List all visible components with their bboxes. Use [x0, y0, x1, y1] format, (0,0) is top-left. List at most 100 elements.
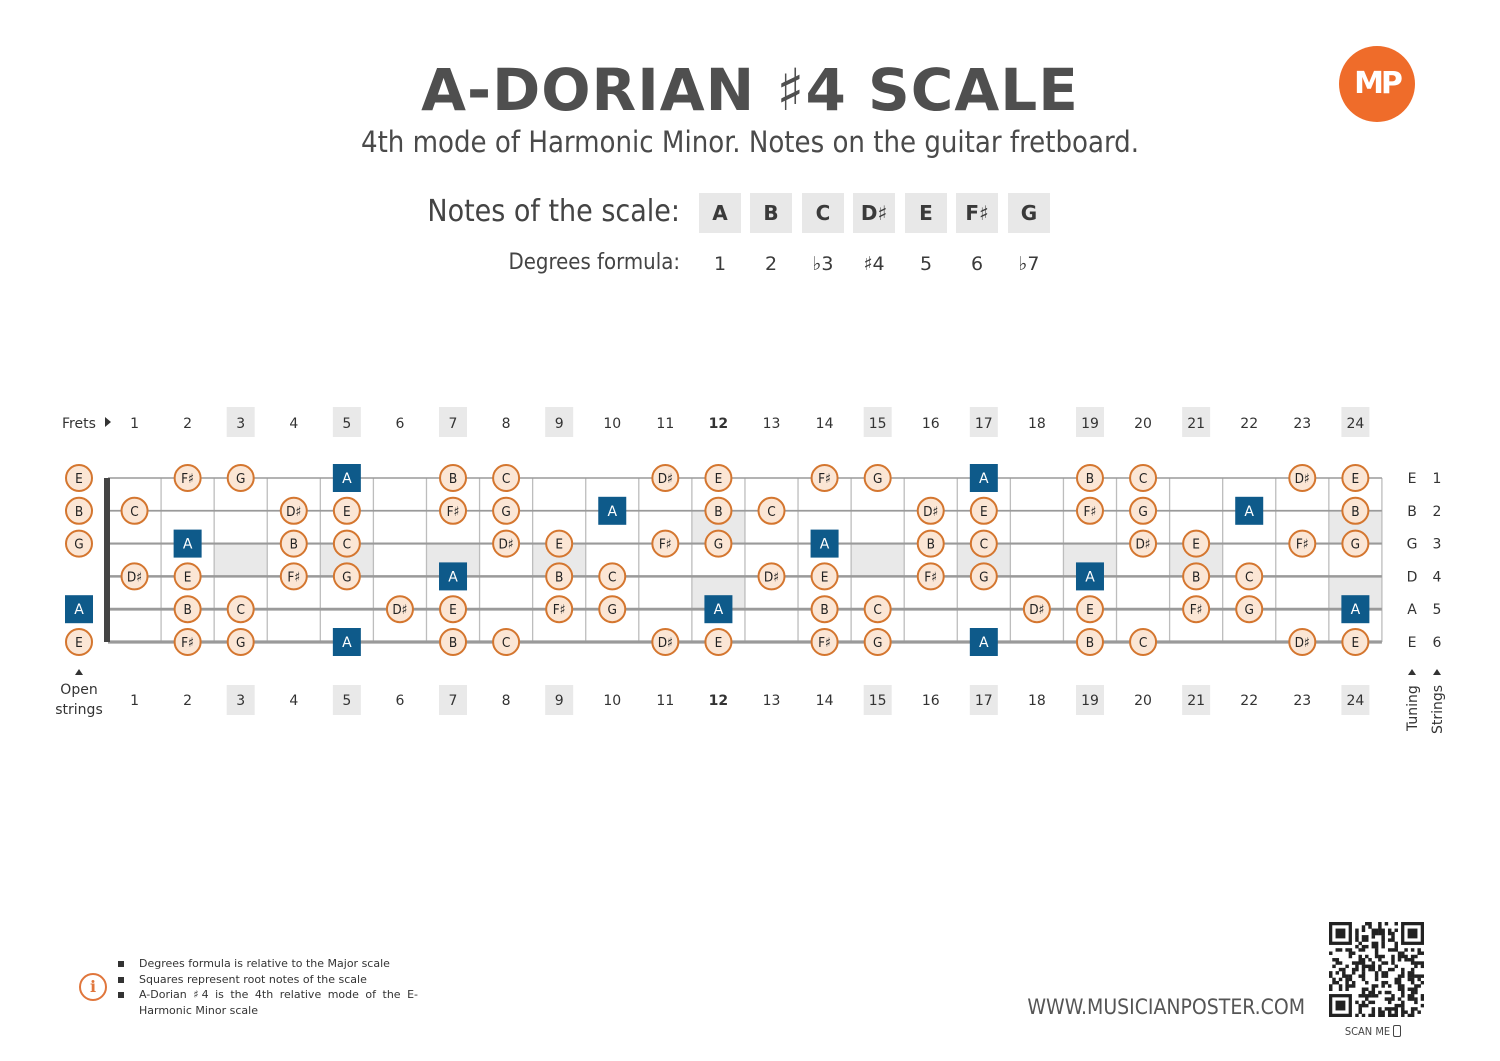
fret-number-bottom: 1: [130, 693, 139, 709]
scale-note-label: B: [183, 602, 191, 618]
fret-number-top: 20: [1134, 416, 1152, 432]
fret-number-bottom: 5: [342, 693, 351, 709]
arrow-up-icon: [1408, 669, 1416, 675]
scale-note-circle: [1129, 464, 1158, 492]
scale-note-label: G: [873, 635, 882, 651]
scale-note-circle: [65, 529, 93, 558]
scale-note-circle: [863, 464, 892, 492]
scale-note-circle: [439, 496, 468, 525]
arrow-right-icon: [105, 417, 111, 427]
scale-note-circle: [1022, 595, 1051, 624]
root-note-label: A: [1085, 569, 1095, 585]
guitar-fretboard-diagram: 1122334455667788991010111112121313141415…: [55, 407, 1446, 734]
arrow-up-icon: [1433, 669, 1441, 675]
scale-note-label: C: [1245, 569, 1253, 585]
scale-note-circle: [704, 464, 733, 492]
scale-note-label: C: [608, 569, 616, 585]
fret-number-top: 4: [289, 416, 298, 432]
scale-note-circle: [1075, 496, 1104, 525]
scale-note: D♯: [853, 193, 895, 233]
fret-number-top: 22: [1240, 416, 1258, 432]
scale-note-circle: [810, 562, 839, 591]
string-number: 5: [1433, 602, 1442, 618]
scale-note-circle: [492, 464, 521, 492]
page-title: A-DORIAN ♯4 SCALE: [421, 56, 1079, 124]
scale-note-label: B: [1086, 635, 1094, 651]
fret-number-bottom: 13: [763, 693, 781, 709]
scale-degree: 6: [970, 253, 984, 275]
scale-note-circle: [279, 562, 308, 591]
scale-note-circle: [598, 595, 627, 624]
root-note-square: [65, 595, 93, 624]
scale-note-label: C: [236, 602, 244, 618]
scale-note-circle: [385, 595, 414, 624]
fret-number-highlight: [545, 407, 574, 437]
scale-note-circle: [916, 562, 945, 591]
scale-note-label: G: [1138, 504, 1147, 520]
fret-number-highlight: [226, 685, 255, 715]
scale-note-label: G: [1245, 602, 1254, 618]
string-number: 1: [1433, 471, 1442, 487]
website-link[interactable]: WWW.MUSICIANPOSTER.COM: [1027, 995, 1305, 1019]
scale-note-label: F♯: [181, 635, 194, 651]
qr-code-icon[interactable]: [1329, 922, 1424, 1017]
scale-note-label: B: [927, 537, 935, 553]
tuning-note: A: [1407, 602, 1417, 618]
root-note-square: [332, 464, 361, 492]
strings-label: Strings: [1430, 685, 1446, 734]
string-number: 3: [1433, 537, 1442, 553]
scale-note-label: D♯: [1295, 635, 1310, 651]
scale-note-label: B: [449, 471, 457, 487]
scale-note-label: B: [449, 635, 457, 651]
scale-note-label: D♯: [1295, 471, 1310, 487]
scale-degree: 2: [764, 253, 778, 275]
scale-note-label: C: [767, 504, 775, 520]
footnote-item: A-Dorian ♯4 is the 4th relative mode of …: [118, 987, 418, 1018]
root-note-label: A: [979, 635, 989, 651]
root-note-square: [969, 464, 998, 492]
scale-note-circle: [1075, 628, 1104, 656]
scale-note: B: [750, 193, 792, 233]
fret-number-bottom: 15: [869, 693, 887, 709]
root-note-square: [598, 496, 627, 525]
scale-note-circle: [1075, 464, 1104, 492]
fret-inlay-shade: [214, 543, 268, 577]
root-note-label: A: [607, 504, 617, 520]
scale-note: F♯: [956, 193, 998, 233]
fret-number-bottom: 14: [816, 693, 834, 709]
scan-me-label: SCAN ME: [1318, 1024, 1428, 1040]
tuning-label: Tuning: [1405, 685, 1421, 732]
scale-note-circle: [651, 628, 680, 656]
fret-number-top: 10: [603, 416, 621, 432]
scale-note-circle: [332, 562, 361, 591]
root-note-square: [1075, 562, 1104, 591]
scale-note-circle: [1235, 595, 1264, 624]
scale-note-label: C: [980, 537, 988, 553]
scale-note-circle: [545, 595, 574, 624]
notes-of-scale-label: Notes of the scale:: [427, 194, 680, 229]
fret-number-bottom: 17: [975, 693, 993, 709]
scale-note-label: G: [74, 537, 83, 553]
scale-note: G: [1008, 193, 1050, 233]
fret-number-bottom: 6: [395, 693, 404, 709]
scale-note-circle: [439, 464, 468, 492]
scale-note-label: E: [1352, 635, 1360, 651]
root-note-square: [173, 529, 202, 558]
scale-note-label: G: [979, 569, 988, 585]
scale-note-label: F♯: [818, 635, 831, 651]
scale-note-label: F♯: [1296, 537, 1309, 553]
fret-number-bottom: 7: [449, 693, 458, 709]
scale-note-label: D♯: [392, 602, 407, 618]
scale-note-circle: [173, 628, 202, 656]
scale-note-label: C: [1139, 471, 1147, 487]
scale-note-circle: [651, 464, 680, 492]
scale-note-circle: [1182, 529, 1211, 558]
scale-note-label: E: [821, 569, 829, 585]
fret-number-highlight: [1182, 685, 1211, 715]
scale-note-circle: [65, 496, 93, 525]
string-number: 2: [1433, 504, 1442, 520]
scale-note-label: F♯: [553, 602, 566, 618]
degrees-formula-label: Degrees formula:: [508, 250, 680, 275]
scale-note-circle: [863, 595, 892, 624]
scale-note-label: E: [1352, 471, 1360, 487]
